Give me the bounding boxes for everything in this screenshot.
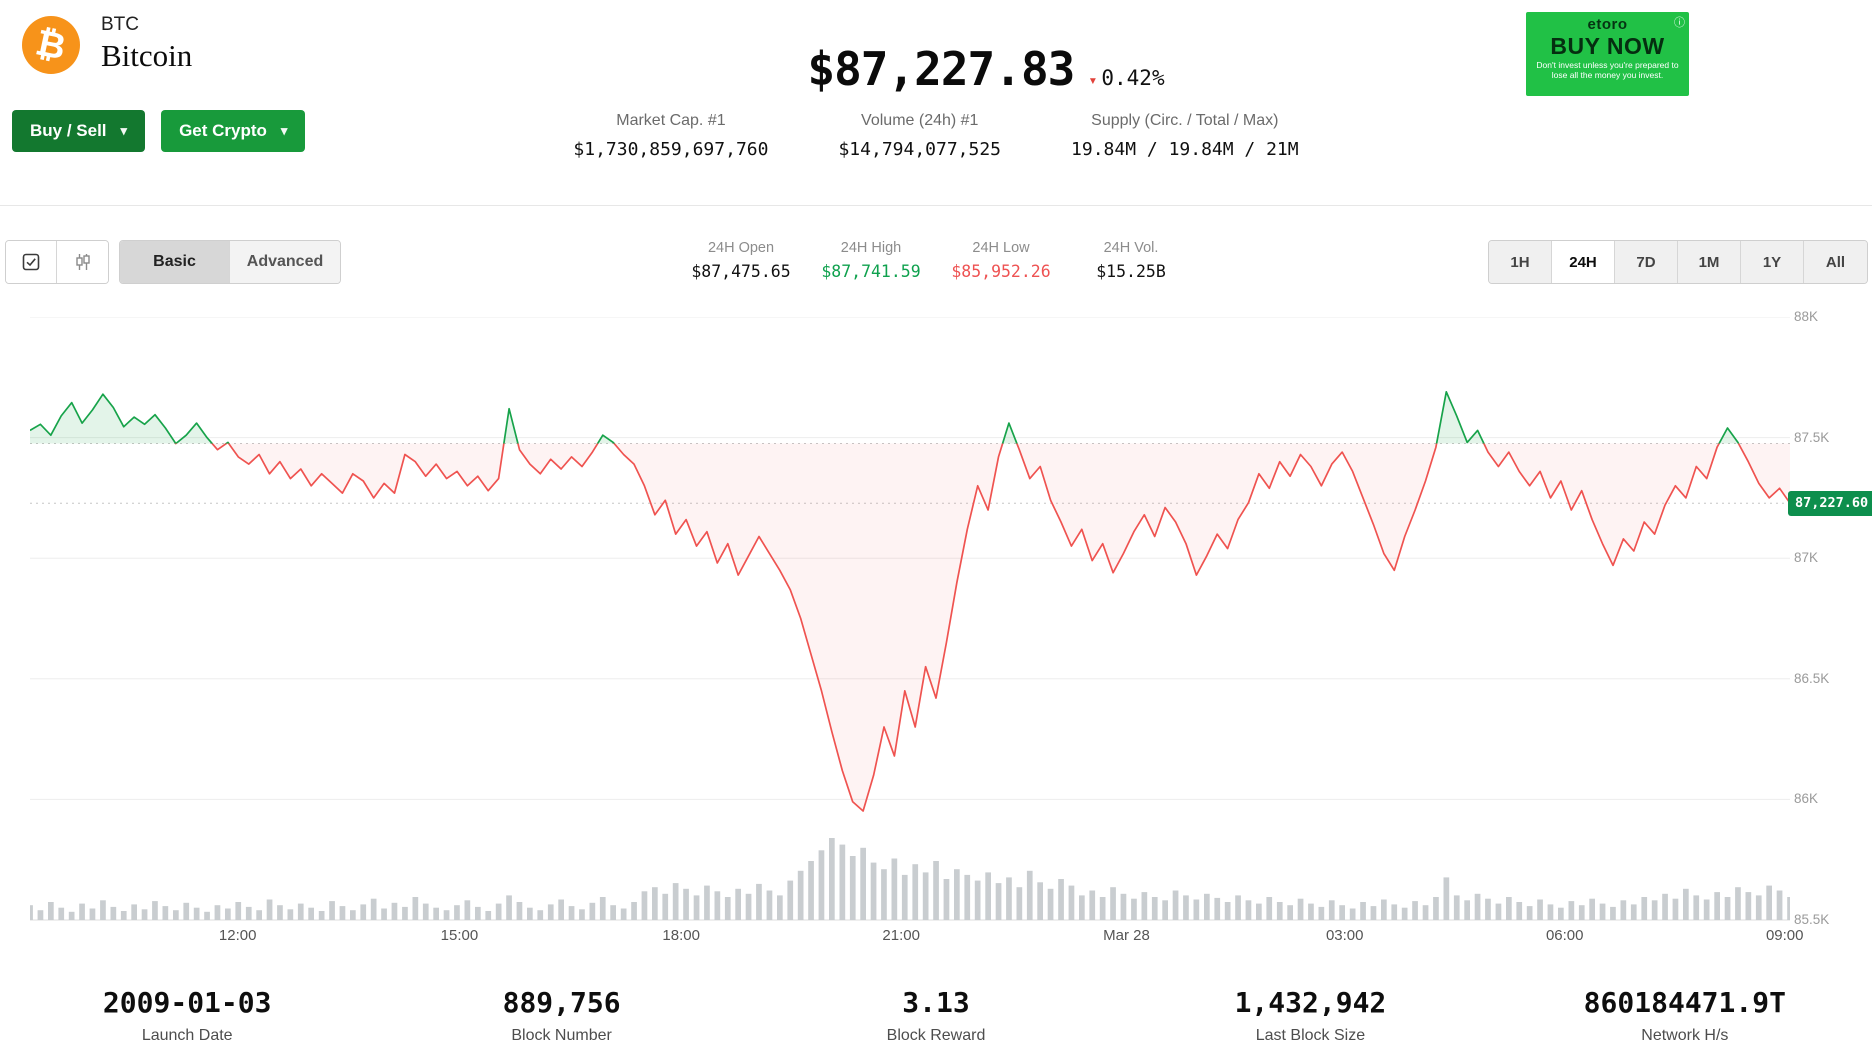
page-title: Bitcoin — [101, 38, 193, 73]
checkbox-icon — [22, 253, 40, 271]
ohlc-value-2: $85,952.26 — [951, 262, 1051, 281]
range-7d-button[interactable]: 7D — [1615, 241, 1678, 283]
volume-stat: Volume (24h) #1 $14,794,077,525 — [838, 112, 1001, 160]
last-block-size-value: 1,432,942 — [1234, 986, 1387, 1019]
x-axis-label: 12:00 — [218, 927, 257, 944]
y-axis-label: 86.5K — [1794, 670, 1830, 686]
ad-disclaimer: Don't invest unless you're prepared to l… — [1536, 60, 1679, 81]
x-axis-label: 03:00 — [1325, 927, 1364, 944]
line-chart-toggle-button[interactable] — [6, 241, 57, 283]
ohlc-volume: 24H Vol. $15.25B — [1081, 240, 1181, 281]
block-reward-stat: 3.13 Block Reward — [749, 986, 1123, 1045]
chart-type-toggle-group — [5, 240, 109, 284]
ohlc-open: 24H Open $87,475.65 — [691, 240, 791, 281]
block-number-label: Block Number — [511, 1027, 612, 1044]
current-price-row: $87,227.83 ▾ 0.42% — [50, 42, 1872, 96]
ad-cta-text: BUY NOW — [1550, 33, 1665, 59]
action-buttons: Buy / Sell ▾ Get Crypto ▾ — [12, 110, 306, 152]
get-crypto-button[interactable]: Get Crypto ▾ — [161, 110, 306, 152]
block-number-stat: 889,756 Block Number — [374, 986, 748, 1045]
block-number-value: 889,756 — [502, 986, 621, 1019]
network-hashrate-stat: 860184471.9T Network H/s — [1498, 986, 1872, 1045]
info-icon[interactable]: ⓘ — [1674, 17, 1685, 29]
last-block-size-stat: 1,432,942 Last Block Size — [1123, 986, 1497, 1045]
mode-tabs: Basic Advanced — [119, 240, 341, 284]
launch-date-value: 2009-01-03 — [102, 986, 272, 1019]
y-axis-label: 85.5K — [1794, 912, 1830, 927]
launch-date-stat: 2009-01-03 Launch Date — [0, 986, 374, 1045]
y-axis-label: 87.5K — [1794, 429, 1830, 445]
x-axis-label: Mar 28 — [1103, 927, 1150, 944]
y-axis-label: 87K — [1794, 550, 1819, 566]
candlestick-toggle-button[interactable] — [57, 241, 108, 283]
x-axis-label: 21:00 — [882, 927, 920, 944]
market-cap-value: $1,730,859,697,760 — [573, 139, 769, 160]
etoro-ad-banner[interactable]: etoro ⓘ BUY NOW Don't invest unless you'… — [1526, 12, 1689, 96]
network-hashrate-value: 860184471.9T — [1583, 986, 1786, 1019]
get-crypto-label: Get Crypto — [179, 121, 267, 140]
ohlc-high: 24H High $87,741.59 — [821, 240, 921, 281]
blockchain-stats-row: 2009-01-03 Launch Date 889,756 Block Num… — [0, 986, 1872, 1045]
chevron-down-icon: ▾ — [280, 123, 288, 138]
bitcoin-logo-icon: ₿ — [22, 16, 80, 74]
market-cap-stat: Market Cap. #1 $1,730,859,697,760 — [573, 112, 768, 160]
price-change-percent: 0.42% — [1101, 66, 1165, 90]
tab-basic[interactable]: Basic — [120, 241, 230, 283]
block-reward-label: Block Reward — [886, 1027, 986, 1044]
header-divider — [0, 205, 1872, 206]
supply-stat: Supply (Circ. / Total / Max) 19.84M / 19… — [1071, 112, 1299, 160]
range-all-button[interactable]: All — [1804, 241, 1867, 283]
y-axis-label: 86K — [1794, 791, 1819, 807]
last-block-size-label: Last Block Size — [1255, 1027, 1366, 1044]
y-axis-label: 88K — [1794, 309, 1819, 324]
network-hashrate-label: Network H/s — [1641, 1027, 1729, 1044]
buy-sell-label: Buy / Sell — [30, 121, 107, 140]
price-chart[interactable] — [30, 317, 1790, 922]
x-axis-label: 09:00 — [1765, 927, 1804, 944]
chevron-down-icon: ▾ — [120, 123, 128, 138]
tab-advanced[interactable]: Advanced — [230, 241, 340, 283]
buy-sell-button[interactable]: Buy / Sell ▾ — [12, 110, 146, 152]
low-label: 24H Low — [972, 240, 1030, 256]
range-1y-button[interactable]: 1Y — [1741, 241, 1804, 283]
time-range-selector: 1H 24H 7D 1M 1Y All — [1488, 240, 1868, 284]
candlestick-icon — [75, 254, 90, 270]
ohlc-stats-row: 24H Open $87,475.65 24H High $87,741.59 … — [0, 240, 1872, 281]
price-change: ▾ 0.42% — [1088, 66, 1164, 90]
coin-symbol: BTC — [101, 14, 139, 35]
volume-label: Volume (24h) #1 — [861, 112, 979, 129]
open-label: 24H Open — [707, 240, 775, 256]
vol-label: 24H Vol. — [1103, 240, 1159, 256]
range-1h-button[interactable]: 1H — [1489, 241, 1552, 283]
volume-value: $14,794,077,525 — [838, 139, 1002, 160]
x-axis-label: 15:00 — [440, 927, 479, 944]
ohlc-value-3: $15.25B — [1096, 262, 1166, 281]
market-cap-label: Market Cap. #1 — [616, 112, 726, 129]
last-price-badge: 87,227.60 — [1788, 490, 1872, 516]
triangle-down-icon: ▾ — [1088, 71, 1098, 89]
ohlc-value-0: $87,475.65 — [691, 262, 791, 281]
launch-date-label: Launch Date — [141, 1027, 233, 1044]
ohlc-value-1: $87,741.59 — [821, 262, 921, 281]
supply-label: Supply (Circ. / Total / Max) — [1091, 112, 1279, 129]
x-axis-label: 18:00 — [662, 927, 700, 944]
block-reward-value: 3.13 — [902, 986, 970, 1019]
high-label: 24H High — [840, 240, 902, 256]
market-stats-row: Market Cap. #1 $1,730,859,697,760 Volume… — [0, 112, 1872, 160]
ohlc-low: 24H Low $85,952.26 — [951, 240, 1051, 281]
range-24h-button[interactable]: 24H — [1552, 241, 1615, 283]
x-axis-label: 06:00 — [1545, 927, 1584, 944]
range-1m-button[interactable]: 1M — [1678, 241, 1741, 283]
current-price: $87,227.83 — [807, 42, 1075, 96]
etoro-logo: etoro — [1587, 16, 1628, 33]
supply-value: 19.84M / 19.84M / 21M — [1071, 139, 1299, 160]
